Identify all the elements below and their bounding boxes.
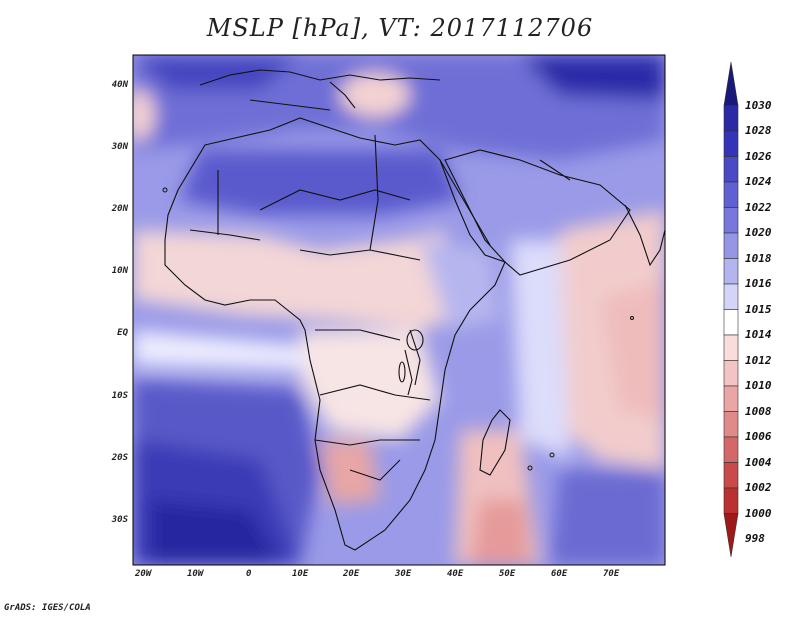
lat-label-20s: 20S — [111, 453, 128, 463]
pressure-field — [133, 55, 665, 565]
colorbar-swatch-1002 — [723, 462, 739, 489]
colorbar-label-1015: 1015 — [745, 302, 772, 316]
lat-label-40n: 40N — [111, 80, 128, 90]
colorbar-label-1000: 1000 — [745, 506, 772, 520]
colorbar-label-1004: 1004 — [745, 455, 772, 469]
colorbar-label-1008: 1008 — [745, 404, 772, 418]
lat-label-10s: 10S — [111, 391, 128, 401]
colorbar-label-1010: 1010 — [745, 379, 772, 392]
colorbar-swatch-1008 — [723, 385, 739, 412]
colorbar-swatch-1010 — [723, 360, 739, 387]
lat-label-30s: 30S — [111, 515, 128, 525]
colorbar-swatch-1006 — [723, 411, 739, 438]
islands — [162, 187, 634, 471]
colorbar-swatch-1012 — [723, 334, 739, 361]
colorbar-label-1012: 1012 — [745, 353, 772, 367]
plot-frame — [132, 54, 666, 566]
colorbar-swatch-998 — [723, 513, 739, 558]
colorbar-label-1006: 1006 — [745, 430, 772, 443]
colorbar-swatch-1026 — [723, 130, 739, 157]
colorbar-label-1030: 1030 — [745, 98, 772, 112]
lat-label-eq: EQ — [117, 328, 128, 338]
lon-label-50e: 50E — [499, 569, 516, 579]
colorbar-swatch-1028 — [723, 105, 739, 132]
lon-label-20w: 20W — [135, 569, 152, 579]
colorbar-swatch-1000 — [723, 487, 739, 514]
colorbar-swatch-1022 — [723, 181, 739, 208]
colorbar-swatch-1016 — [723, 258, 739, 285]
colorbar-swatch-1030 — [723, 61, 739, 106]
colorbar-swatch-1015 — [723, 283, 739, 310]
lon-label-40e: 40E — [447, 569, 464, 579]
colorbar-swatch-1004 — [723, 436, 739, 463]
colorbar-swatch-1018 — [723, 232, 739, 259]
colorbar-label-1028: 1028 — [745, 124, 772, 137]
colorbar-label-998: 998 — [745, 532, 765, 545]
lon-label-20e: 20E — [343, 569, 360, 579]
map-title: MSLP [hPa], VT: 2017112706 — [206, 14, 594, 42]
colorbar-swatch-1020 — [723, 207, 739, 234]
lon-label-0: 0 — [246, 569, 252, 579]
colorbar — [723, 61, 739, 558]
colorbar-label-1014: 1014 — [745, 328, 772, 341]
lon-label-30e: 30E — [395, 569, 412, 579]
colorbar-swatch-1024 — [723, 156, 739, 183]
colorbar-label-1016: 1016 — [745, 277, 772, 290]
lon-label-10w: 10W — [187, 569, 204, 579]
lon-label-60e: 60E — [551, 569, 568, 579]
coastlines — [164, 69, 665, 551]
colorbar-label-1026: 1026 — [745, 149, 772, 163]
lon-label-70e: 70E — [603, 569, 620, 579]
colorbar-label-1022: 1022 — [745, 200, 772, 214]
lat-label-10n: 10N — [111, 266, 128, 276]
lat-label-20n: 20N — [111, 204, 128, 214]
colorbar-label-1024: 1024 — [745, 175, 772, 188]
colorbar-swatch-1014 — [723, 309, 739, 336]
colorbar-label-1020: 1020 — [745, 226, 772, 239]
credit-text: GrADS: IGES/COLA — [4, 603, 91, 613]
lat-label-30n: 30N — [111, 142, 128, 152]
lon-label-10e: 10E — [292, 569, 309, 579]
colorbar-label-1018: 1018 — [745, 251, 772, 265]
colorbar-label-1002: 1002 — [745, 481, 772, 494]
